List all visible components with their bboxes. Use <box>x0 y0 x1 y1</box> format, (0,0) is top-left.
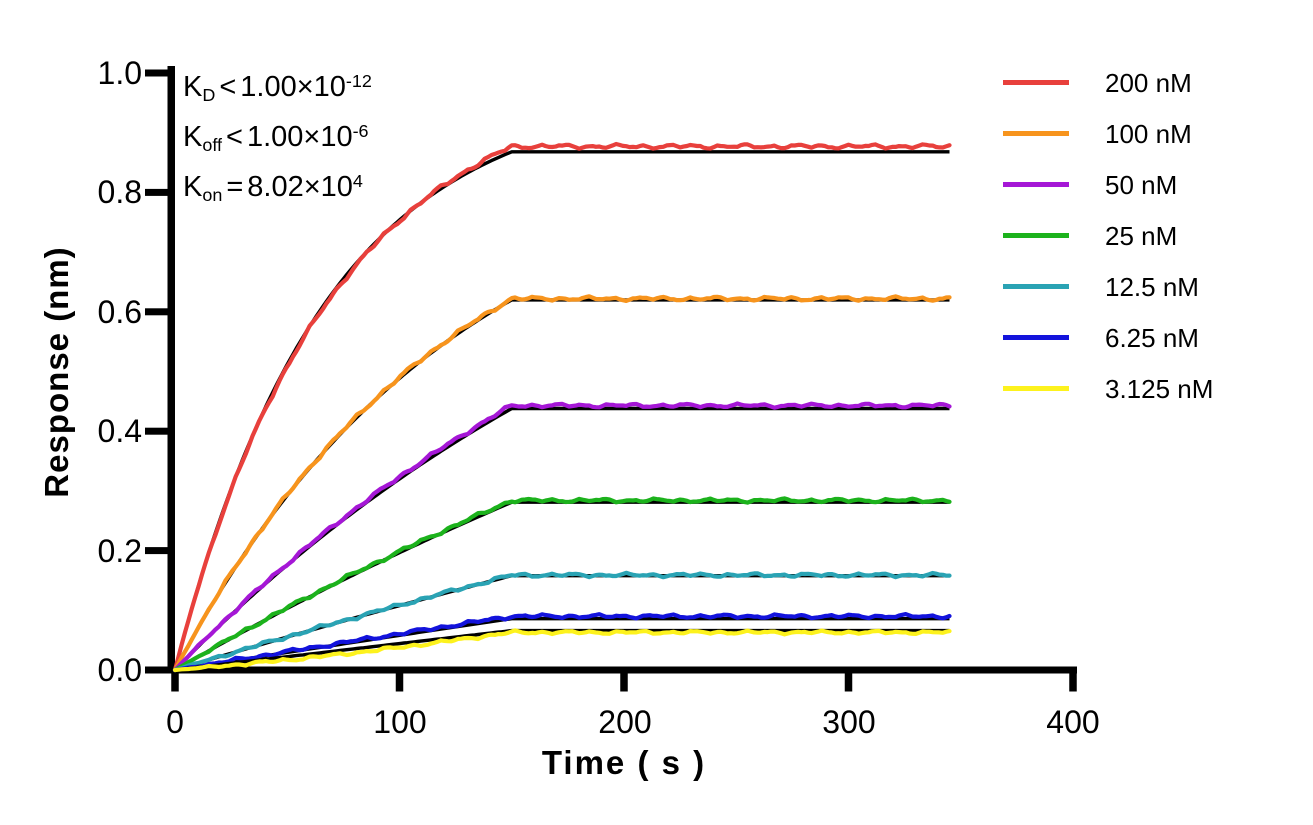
series-curve-12-5-nM <box>172 570 952 673</box>
y-axis-tick <box>145 69 168 77</box>
y-axis-tick <box>145 427 168 435</box>
kd-subscript: D <box>202 85 216 106</box>
y-tick-label: 1.0 <box>97 55 142 91</box>
legend: 200 nM 100 nM 50 nM 25 nM 12.5 nM 6.25 n… <box>1003 57 1213 414</box>
legend-line-swatch <box>1003 386 1069 391</box>
series-curve-3-125-nM <box>172 628 952 673</box>
x-axis-tick <box>844 673 853 692</box>
koff-exponent: -6 <box>352 121 369 142</box>
x-axis-tick <box>171 673 179 692</box>
legend-line-swatch <box>1003 182 1069 187</box>
kon-value: 8.02×10 <box>247 171 353 203</box>
kd-value: 1.00×10 <box>240 71 346 103</box>
legend-label: 100 nM <box>1105 118 1192 149</box>
y-tick-label: 0.8 <box>97 174 142 210</box>
kd-exponent: -12 <box>345 71 372 92</box>
koff-symbol: K <box>183 121 203 153</box>
kinetics-annotation: KD <1.00×10-12 Koff <1.00×10-6 Kon = 8.02×10… <box>183 64 372 214</box>
kon-relation: = <box>226 171 244 203</box>
kd-relation: < <box>219 71 237 103</box>
kinetics-kon-line: Kon = 8.02×104 <box>183 164 372 214</box>
y-axis-tick <box>145 308 168 316</box>
kon-exponent: 4 <box>352 171 363 192</box>
legend-label: 200 nM <box>1105 67 1192 98</box>
legend-item: 100 nM <box>1003 108 1213 159</box>
legend-label: 6.25 nM <box>1105 322 1199 353</box>
kd-symbol: K <box>183 71 203 103</box>
y-tick-label: 0.2 <box>97 533 142 569</box>
y-axis-title: Response (nm) <box>38 246 75 498</box>
legend-line-swatch <box>1003 335 1069 340</box>
x-axis-tick <box>620 673 628 692</box>
x-axis-tick <box>1069 673 1077 692</box>
legend-line-swatch <box>1003 131 1069 136</box>
legend-item: 6.25 nM <box>1003 312 1213 363</box>
y-axis-tick <box>145 547 168 555</box>
koff-value: 1.00×10 <box>246 121 353 153</box>
legend-label: 50 nM <box>1105 169 1178 200</box>
x-tick-label: 0 <box>166 704 184 740</box>
koff-relation: < <box>226 121 243 153</box>
series-curve-200-nM <box>172 141 952 673</box>
x-axis-title: Time ( s ) <box>541 744 707 781</box>
fit-curve-200-nM <box>173 150 950 671</box>
kon-subscript: on <box>202 185 223 206</box>
kinetics-koff-line: Koff <1.00×10-6 <box>183 114 372 164</box>
legend-line-swatch <box>1003 233 1069 238</box>
y-axis-tick <box>145 188 168 196</box>
series-curve-50-nM <box>172 401 952 673</box>
x-tick-label: 200 <box>598 704 652 740</box>
kon-symbol: K <box>183 171 203 203</box>
legend-item: 3.125 nM <box>1003 363 1213 414</box>
legend-label: 25 nM <box>1105 220 1178 251</box>
legend-label: 12.5 nM <box>1105 271 1199 302</box>
legend-item: 200 nM <box>1003 57 1213 108</box>
x-tick-label: 100 <box>373 704 427 740</box>
legend-item: 25 nM <box>1003 210 1213 261</box>
y-tick-label: 0.6 <box>97 294 142 330</box>
x-tick-label: 400 <box>1046 704 1100 740</box>
legend-line-swatch <box>1003 80 1069 85</box>
y-axis-spine <box>167 66 175 674</box>
x-axis-tick <box>395 673 404 692</box>
x-axis-spine <box>145 666 1077 674</box>
y-tick-label: 0.0 <box>97 652 142 688</box>
kinetics-kd-line: KD <1.00×10-12 <box>183 64 372 114</box>
y-tick-label: 0.4 <box>97 413 142 449</box>
koff-subscript: off <box>202 135 222 156</box>
series-curve-25-nM <box>172 496 952 673</box>
series-curve-6-25-nM <box>172 612 952 673</box>
legend-line-swatch <box>1003 284 1069 289</box>
fit-curve-25-nM <box>174 500 950 672</box>
legend-item: 12.5 nM <box>1003 261 1213 312</box>
y-axis-tick <box>145 666 168 674</box>
legend-label: 3.125 nM <box>1105 373 1214 404</box>
fit-curve-6-25-nM <box>174 617 950 672</box>
series-curve-100-nM <box>172 294 952 673</box>
x-tick-label: 300 <box>822 704 876 740</box>
legend-item: 50 nM <box>1003 159 1213 210</box>
